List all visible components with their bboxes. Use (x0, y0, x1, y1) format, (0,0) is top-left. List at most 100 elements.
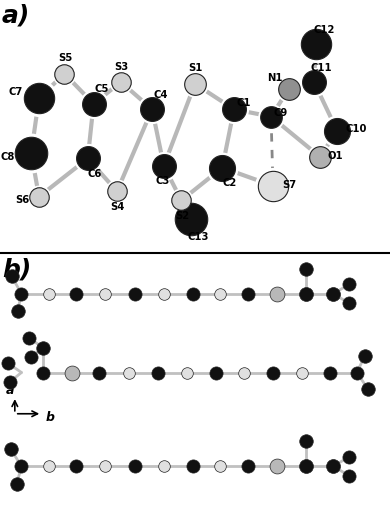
Text: C6: C6 (88, 169, 102, 179)
Point (346, 472, 352, 480)
Point (334, 127, 340, 135)
Point (161, 162, 167, 170)
Point (184, 369, 190, 377)
Point (161, 462, 167, 470)
Point (192, 80, 198, 88)
Point (268, 113, 274, 121)
Point (219, 164, 225, 172)
Point (192, 80, 198, 88)
Text: S1: S1 (189, 64, 203, 74)
Text: b: b (45, 411, 55, 424)
Point (270, 182, 276, 190)
Point (188, 215, 194, 223)
Point (299, 369, 305, 377)
Point (7, 378, 13, 386)
Point (36, 94, 42, 103)
Point (219, 164, 225, 172)
Point (118, 78, 124, 86)
Point (90, 100, 97, 108)
Point (346, 452, 352, 461)
Point (285, 85, 292, 93)
Point (96, 369, 103, 377)
Point (28, 149, 34, 157)
Point (14, 307, 21, 315)
Point (131, 290, 138, 298)
Point (46, 462, 52, 470)
Point (36, 94, 42, 103)
Text: S3: S3 (115, 62, 129, 72)
Point (118, 78, 124, 86)
Point (365, 385, 371, 393)
Point (245, 290, 251, 298)
Point (7, 445, 14, 453)
Text: C8: C8 (1, 152, 15, 162)
Point (102, 462, 108, 470)
Point (217, 290, 223, 298)
Point (18, 290, 25, 298)
Point (326, 369, 333, 377)
Point (245, 462, 251, 470)
Point (213, 369, 220, 377)
Point (114, 187, 120, 195)
Text: S4: S4 (111, 201, 125, 212)
Point (346, 299, 352, 308)
Point (178, 196, 184, 205)
Text: C3: C3 (156, 176, 170, 186)
Point (231, 105, 237, 113)
Point (40, 343, 46, 351)
Text: C12: C12 (313, 25, 334, 35)
Point (161, 162, 167, 170)
Point (313, 40, 319, 48)
Point (330, 462, 337, 470)
Point (346, 280, 352, 288)
Point (90, 100, 97, 108)
Text: S5: S5 (58, 54, 72, 63)
Point (28, 149, 34, 157)
Text: N1: N1 (267, 73, 283, 83)
Point (126, 369, 132, 377)
Point (61, 70, 67, 78)
Point (14, 480, 20, 488)
Point (268, 113, 274, 121)
Point (73, 290, 79, 298)
Text: b): b) (2, 258, 31, 281)
Point (241, 369, 247, 377)
Point (46, 290, 52, 298)
Point (9, 272, 15, 280)
Point (317, 153, 323, 161)
Point (114, 187, 120, 195)
Point (40, 369, 46, 377)
Point (190, 462, 196, 470)
Text: C5: C5 (95, 84, 109, 94)
Point (274, 462, 280, 470)
Text: C1: C1 (236, 98, 251, 108)
Point (354, 369, 360, 377)
Point (149, 105, 155, 113)
Point (311, 78, 317, 86)
Text: O1: O1 (328, 150, 343, 161)
Text: C4: C4 (153, 90, 168, 99)
Text: S2: S2 (175, 211, 189, 221)
Point (188, 215, 194, 223)
Point (26, 334, 32, 342)
Text: S6: S6 (16, 195, 30, 206)
Point (334, 127, 340, 135)
Point (155, 369, 161, 377)
Point (317, 153, 323, 161)
Text: C7: C7 (9, 87, 23, 97)
Point (36, 193, 42, 201)
Text: a: a (6, 383, 14, 396)
Point (217, 462, 223, 470)
Point (274, 290, 280, 298)
Text: C10: C10 (346, 124, 367, 134)
Point (36, 193, 42, 201)
Point (161, 290, 167, 298)
Point (178, 196, 184, 205)
Point (190, 290, 196, 298)
Point (303, 265, 309, 273)
Point (149, 105, 155, 113)
Point (285, 85, 292, 93)
Point (270, 369, 276, 377)
Point (303, 437, 309, 445)
Point (5, 359, 11, 367)
